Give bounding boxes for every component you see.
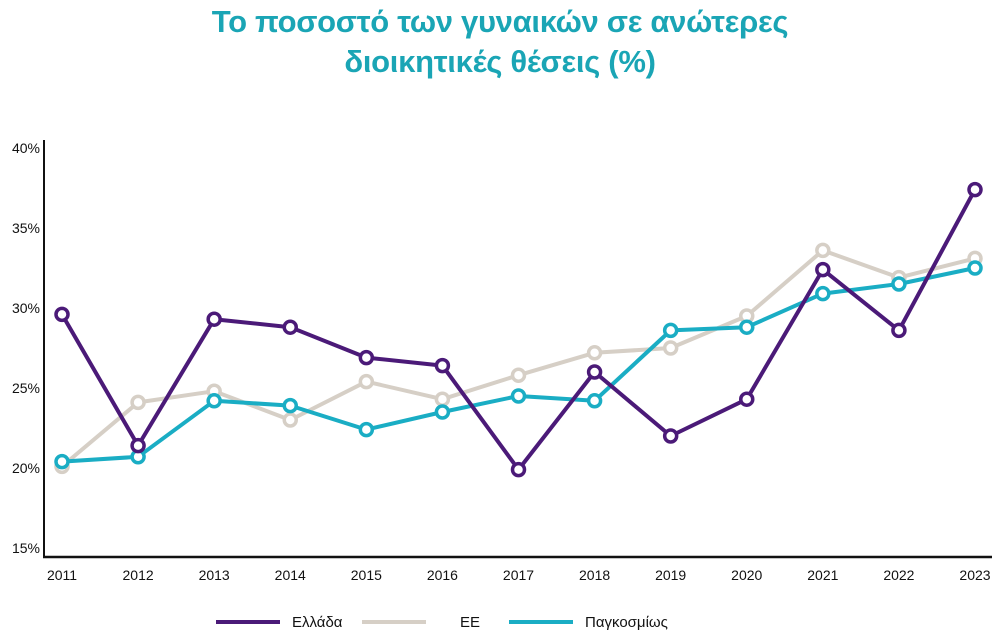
chart-title: Το ποσοστό των γυναικών σε ανώτερες διοι… (0, 2, 1000, 82)
y-tick-label: 15% (12, 540, 40, 556)
x-tick-label: 2011 (47, 567, 77, 583)
data-point-marker (662, 428, 679, 444)
data-point-marker (282, 412, 298, 428)
x-tick-label: 2016 (427, 567, 458, 583)
data-point-marker (739, 319, 755, 335)
data-point-marker (510, 388, 527, 404)
data-point-marker (282, 397, 298, 414)
x-tick-label: 2014 (275, 567, 306, 583)
data-point-marker (434, 404, 451, 420)
data-point-marker (130, 394, 146, 411)
data-point-marker (358, 349, 375, 366)
y-tick-label: 30% (12, 300, 40, 316)
x-tick-label: 2023 (959, 567, 990, 583)
legend-item-global: Παγκοσμίως (509, 610, 668, 634)
data-point-marker (434, 357, 451, 374)
series-layer (54, 181, 983, 478)
series-eu (54, 242, 983, 475)
data-point-marker (739, 391, 755, 407)
x-tick-label: 2013 (199, 567, 230, 583)
x-tick-label: 2017 (503, 567, 534, 583)
data-point-marker (662, 322, 679, 339)
y-tick-label: 35% (12, 220, 40, 236)
data-point-marker (586, 393, 603, 409)
data-point-marker (358, 373, 375, 390)
data-point-marker (815, 285, 831, 302)
x-tick-label: 2021 (807, 567, 838, 583)
data-point-marker (967, 260, 983, 276)
legend-swatch-global (509, 620, 573, 624)
data-point-marker (662, 340, 679, 356)
data-point-marker (130, 437, 146, 454)
y-tick-label: 20% (12, 460, 40, 476)
data-point-marker (54, 453, 70, 470)
data-point-marker (434, 391, 451, 407)
series-global (54, 260, 983, 470)
series-line (61, 266, 976, 464)
data-point-marker (815, 261, 831, 278)
chart-title-line-1: Το ποσοστό των γυναικών σε ανώτερες (211, 4, 789, 39)
data-point-marker (206, 311, 222, 327)
x-tick-label: 2022 (883, 567, 914, 583)
data-point-marker (586, 364, 603, 380)
data-point-marker (967, 181, 983, 198)
x-tick-label: 2018 (579, 567, 610, 583)
data-point-marker (510, 367, 527, 383)
data-point-marker (206, 393, 222, 409)
legend-label-global: Παγκοσμίως (585, 613, 668, 631)
data-point-marker (586, 345, 603, 361)
chart-title-line-2: διοικητικές θέσεις (%) (344, 44, 656, 79)
data-point-marker (358, 421, 375, 438)
series-line (60, 188, 977, 472)
y-tick-label: 25% (12, 380, 40, 396)
x-tick-label: 2020 (731, 567, 762, 583)
data-point-marker (54, 306, 70, 323)
data-point-marker (282, 319, 298, 335)
x-tick-label: 2015 (351, 567, 382, 583)
legend: Ελλάδα ΕΕ Παγκοσμίως (0, 610, 1000, 634)
legend-label-greece: Ελλάδα (292, 613, 343, 631)
data-point-marker (891, 276, 907, 292)
legend-label-eu: ΕΕ (460, 613, 481, 631)
line-chart: 15%20%25%30%35%40% 2011 2012 2013 2014 2015 2… (12, 140, 992, 583)
series-greece (54, 181, 983, 478)
y-axis: 15% 20% 25% 30% 35% 40% (12, 140, 45, 557)
legend-item-greece: Ελλάδα (216, 610, 342, 634)
x-axis: 2011 2012 2013 2014 2015 2016 2017 2018 2019 2020… (43, 555, 992, 583)
data-point-marker (510, 461, 527, 478)
x-tick-label: 2019 (655, 567, 686, 583)
x-tick-label: 2012 (123, 567, 154, 583)
legend-swatch-eu (362, 620, 426, 624)
legend-item-eu: ΕΕ (362, 610, 480, 634)
legend-swatch-greece (216, 620, 280, 624)
data-point-marker (891, 322, 907, 339)
y-tick-label: 40% (12, 140, 40, 156)
data-point-marker (815, 242, 831, 259)
